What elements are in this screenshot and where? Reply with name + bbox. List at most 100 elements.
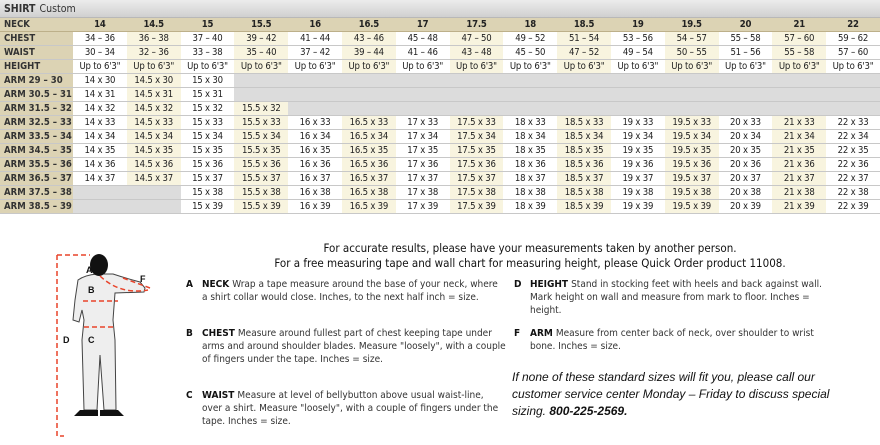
unavailable-cell (664, 74, 719, 87)
neck-size-header: 18.5 (573, 19, 595, 30)
table-cell: 18 x 34 (503, 130, 558, 143)
table-cell: 15 x 31 (180, 88, 235, 101)
phone-number: 800-225-2569. (549, 404, 628, 418)
unavailable-cell (503, 74, 558, 87)
table-cell: 14 x 36 (73, 158, 127, 171)
neck-size-header: 16.5 (358, 19, 380, 30)
unavailable-cell (288, 88, 342, 101)
table-row: ARM 33.5 – 34 14 x 34 14.5 x 34 15 x 34 15.5… (0, 130, 880, 144)
unavailable-cell (503, 102, 558, 115)
table-cell: 18.5 x 38 (557, 186, 611, 199)
text: Stand in stocking feet with heels and ba… (530, 279, 822, 316)
table-cell: 16 x 33 (288, 116, 342, 129)
table-cell: 20 x 36 (718, 158, 773, 171)
title: NECK (202, 279, 230, 290)
table-cell: Up to 6'3" (180, 60, 235, 73)
table-cell: 15 x 30 (180, 74, 235, 87)
table-cell: 51 – 54 (557, 32, 611, 45)
table-cell: 21 x 35 (772, 144, 827, 157)
table-cell: 18.5 x 39 (557, 200, 611, 213)
unavailable-cell (610, 88, 665, 101)
table-cell: 18.5 x 33 (557, 116, 611, 129)
table-cell: 17 x 38 (395, 186, 450, 199)
neck-size-header: 19 (632, 19, 644, 30)
unavailable-cell (126, 200, 181, 213)
unavailable-cell (126, 186, 181, 199)
instruction-height: D HEIGHT Stand in stocking feet with heels… (514, 278, 834, 317)
neck-size-header: 21 (793, 19, 806, 30)
table-cell: 18.5 x 37 (557, 172, 611, 185)
unavailable-cell (395, 102, 450, 115)
unavailable-cell (664, 102, 719, 115)
intro-line-1: For accurate results, please have your m… (323, 241, 737, 255)
unavailable-cell (664, 88, 719, 101)
unavailable-cell (718, 88, 773, 101)
table-cell: 21 x 38 (772, 186, 827, 199)
text: Measure at level of bellybutton above us… (202, 390, 499, 427)
instruction-waist: C WAIST Measure at level of bellybutton ab… (186, 389, 506, 428)
unavailable-cell (341, 74, 396, 87)
table-cell: 14.5 x 35 (126, 144, 181, 157)
label-d: D (63, 335, 70, 345)
table-cell: 21 x 39 (772, 200, 827, 213)
text: Measure around fullest part of chest kee… (202, 328, 506, 365)
table-cell: 22 x 39 (826, 200, 880, 213)
table-cell: 19 x 33 (610, 116, 665, 129)
table-cell: Up to 6'3" (664, 60, 719, 73)
table-row: ARM 34.5 – 35 14 x 35 14.5 x 35 15 x 35 15.5… (0, 144, 880, 158)
row-label: ARM 37.5 – 38 (0, 186, 73, 199)
table-cell: 16.5 x 37 (341, 172, 396, 185)
row-label: ARM 32.5 – 33 (0, 116, 73, 129)
table-cell: 16.5 x 38 (341, 186, 396, 199)
table-cell: 14.5 x 37 (126, 172, 181, 185)
table-cell: 19 x 36 (610, 158, 665, 171)
table-cell: 39 – 44 (341, 46, 396, 59)
table-cell: 15 x 32 (180, 102, 235, 115)
instruction-chest: B CHEST Measure around fullest part of che… (186, 327, 506, 366)
table-cell: 17 x 37 (395, 172, 450, 185)
table-cell: 55 – 58 (772, 46, 827, 59)
table-cell: 15 x 39 (180, 200, 235, 213)
unavailable-cell (395, 88, 450, 101)
letter: F (514, 328, 521, 339)
table-cell: Up to 6'3" (288, 60, 342, 73)
table-cell: 14.5 x 32 (126, 102, 181, 115)
unavailable-cell (288, 74, 342, 87)
neck-size-header: 17 (416, 19, 429, 30)
row-label: CHEST (0, 32, 73, 45)
table-cell: 16 x 34 (288, 130, 342, 143)
table-cell: 16 x 36 (288, 158, 342, 171)
letter: D (514, 279, 522, 290)
table-cell: 17.5 x 33 (449, 116, 504, 129)
table-cell: 18.5 x 36 (557, 158, 611, 171)
unavailable-cell (718, 102, 773, 115)
table-cell: 19 x 39 (610, 200, 665, 213)
table-row: ARM 36.5 – 37 14 x 37 14.5 x 37 15 x 37 15.5… (0, 172, 880, 186)
table-cell: 19 x 34 (610, 130, 665, 143)
table-cell: 49 – 54 (610, 46, 665, 59)
table-cell: 22 x 36 (826, 158, 880, 171)
table-cell: 15.5 x 39 (234, 200, 289, 213)
table-cell: 21 x 33 (772, 116, 827, 129)
unavailable-cell (718, 74, 773, 87)
table-cell: 17 x 33 (395, 116, 450, 129)
neck-size-header: 22 (847, 19, 859, 30)
note-text: If none of these standard sizes will fit… (512, 370, 830, 418)
table-cell: 21 x 37 (772, 172, 827, 185)
table-cell: 53 – 56 (610, 32, 665, 45)
intro: For accurate results, please have your m… (180, 241, 880, 271)
table-cell: 34 – 36 (73, 32, 127, 45)
label-f: F (140, 274, 146, 284)
intro-line-2: For a free measuring tape and wall chart… (274, 256, 786, 270)
table-row: WAIST 30 – 34 32 – 36 33 – 38 35 – 40 37 – 42… (0, 46, 880, 60)
table-cell: 15 x 33 (180, 116, 235, 129)
table-row: ARM 38.5 – 39 15 x 39 15.5 x 39 16 x 39 16.5… (0, 200, 880, 214)
letter: C (186, 390, 193, 401)
table-cell: 18 x 39 (503, 200, 558, 213)
table-cell: 16 x 38 (288, 186, 342, 199)
table-cell: 18 x 37 (503, 172, 558, 185)
title: HEIGHT (530, 279, 569, 290)
table-cell: Up to 6'3" (449, 60, 504, 73)
unavailable-cell (557, 88, 611, 101)
unavailable-cell (341, 88, 396, 101)
